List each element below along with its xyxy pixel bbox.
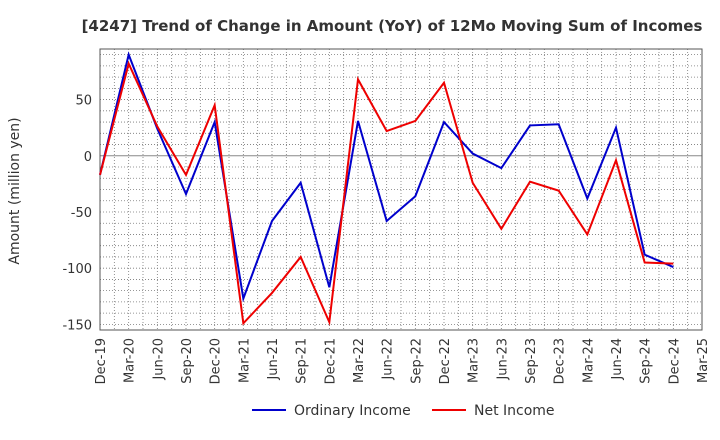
x-tick-label: Jun-22	[381, 338, 396, 381]
x-tick-label: Jun-23	[495, 338, 510, 381]
x-tick-label: Sep-20	[180, 338, 195, 384]
x-tick-label: Jun-20	[151, 338, 166, 381]
x-tick-label: Mar-21	[237, 338, 252, 383]
legend: Ordinary Income Net Income	[252, 403, 555, 419]
y-tick-label: 50	[75, 94, 92, 109]
x-tick-label: Jun-24	[610, 338, 625, 381]
x-tick-label: Mar-20	[123, 338, 138, 383]
x-tick-label: Sep-23	[524, 338, 539, 384]
x-tick-label: Dec-19	[94, 338, 109, 384]
y-axis-label: Amount (million yen)	[7, 117, 23, 264]
plot-border	[99, 48, 703, 331]
x-tick-label: Dec-20	[209, 338, 224, 384]
x-tick-label: Dec-22	[438, 338, 453, 384]
legend-label: Net Income	[474, 403, 555, 419]
y-tick-label: -100	[62, 262, 92, 277]
x-tick-label: Dec-23	[553, 338, 568, 384]
x-tick-label: Jun-21	[266, 338, 281, 381]
series-line-ordinary-income	[99, 51, 674, 303]
x-tick-label: Dec-21	[323, 338, 338, 384]
y-tick-label: -50	[71, 206, 92, 221]
x-tick-label: Sep-24	[639, 338, 654, 384]
x-tick-label: Mar-23	[467, 338, 482, 383]
x-tick-label: Mar-25	[696, 338, 711, 383]
x-tick-label: Mar-22	[352, 338, 367, 383]
series-line-net-income	[99, 60, 674, 326]
x-tick-label: Mar-24	[581, 338, 596, 383]
x-tick-label: Sep-22	[409, 338, 424, 384]
y-tick-label: 0	[84, 150, 92, 165]
y-tick-label: -150	[62, 318, 92, 333]
x-tick-label: Sep-21	[295, 338, 310, 384]
legend-label: Ordinary Income	[294, 403, 411, 419]
x-tick-label: Dec-24	[667, 338, 682, 384]
chart-title: [4247] Trend of Change in Amount (YoY) o…	[82, 17, 703, 35]
